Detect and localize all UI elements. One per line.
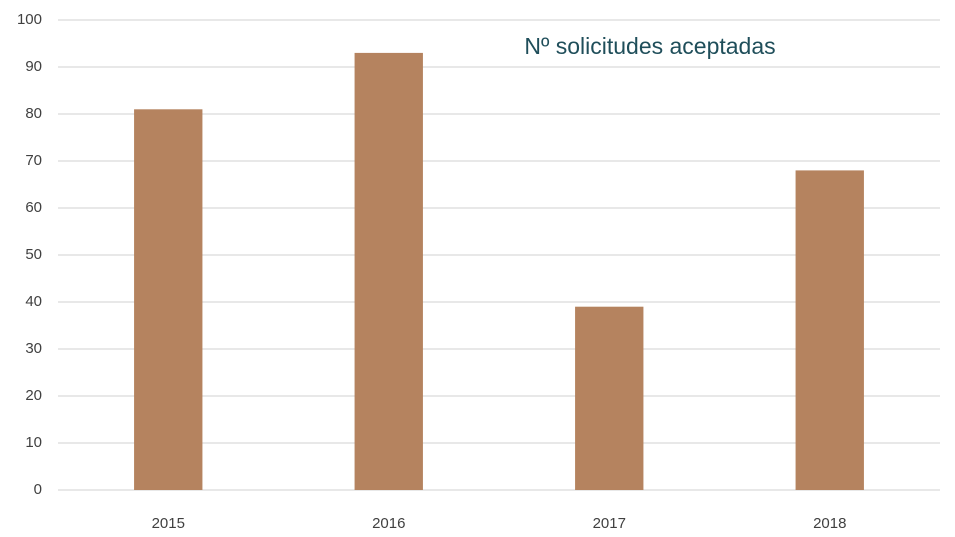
bar <box>795 170 864 490</box>
bar <box>134 109 203 491</box>
x-tick-label: 2015 <box>152 515 185 532</box>
bar <box>354 52 423 491</box>
y-tick-label: 50 <box>25 246 42 263</box>
x-tick-label: 2018 <box>813 515 846 532</box>
y-tick-label: 10 <box>25 434 42 451</box>
chart-title: Nº solicitudes aceptadas <box>524 33 775 59</box>
x-tick-label: 2017 <box>593 515 626 532</box>
bar <box>575 306 644 490</box>
y-tick-label: 0 <box>34 481 42 498</box>
y-tick-label: 80 <box>25 105 42 122</box>
y-tick-label: 90 <box>25 58 42 75</box>
y-tick-label: 30 <box>25 340 42 357</box>
y-tick-label: 100 <box>17 11 42 28</box>
x-tick-label: 2016 <box>372 515 405 532</box>
y-tick-label: 60 <box>25 199 42 216</box>
y-tick-label: 70 <box>25 152 42 169</box>
y-tick-label: 20 <box>25 387 42 404</box>
y-tick-label: 40 <box>25 293 42 310</box>
